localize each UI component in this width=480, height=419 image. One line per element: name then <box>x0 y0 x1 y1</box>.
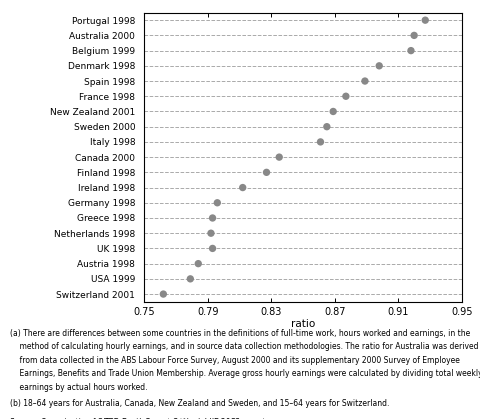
Point <box>208 215 216 221</box>
Point <box>159 291 167 297</box>
Text: (b) 18–64 years for Australia, Canada, New Zealand and Sweden, and 15–64 years f: (b) 18–64 years for Australia, Canada, N… <box>10 399 388 408</box>
Point <box>341 93 349 100</box>
Text: earnings by actual hours worked.: earnings by actual hours worked. <box>10 383 147 391</box>
Text: from data collected in the ABS Labour Force Survey, August 2000 and its suppleme: from data collected in the ABS Labour Fo… <box>10 356 458 365</box>
Point <box>186 276 194 282</box>
Point <box>406 47 414 54</box>
Text: Source: Organisation for Economic Co-operation and Development,: Source: Organisation for Economic Co-ope… <box>10 418 269 419</box>
Point <box>360 78 368 84</box>
Point <box>208 245 216 252</box>
Point <box>207 230 215 237</box>
Text: (a) There are differences between some countries in the definitions of full-time: (a) There are differences between some c… <box>10 329 469 338</box>
Point <box>262 169 270 176</box>
Point <box>374 62 382 69</box>
Point <box>329 108 336 115</box>
Point <box>194 260 202 267</box>
Text: Earnings, Benefits and Trade Union Membership. Average gross hourly earnings wer: Earnings, Benefits and Trade Union Membe… <box>10 369 480 378</box>
X-axis label: ratio: ratio <box>290 319 314 329</box>
Point <box>409 32 417 39</box>
Text: method of calculating hourly earnings, and in source data collection methodologi: method of calculating hourly earnings, a… <box>10 342 477 351</box>
Point <box>323 123 330 130</box>
Point <box>213 199 221 206</box>
Point <box>275 154 282 160</box>
Text: OECD Employment Outlook July 2002.: OECD Employment Outlook July 2002. <box>97 418 242 419</box>
Point <box>239 184 246 191</box>
Point <box>316 139 324 145</box>
Point <box>420 17 428 23</box>
